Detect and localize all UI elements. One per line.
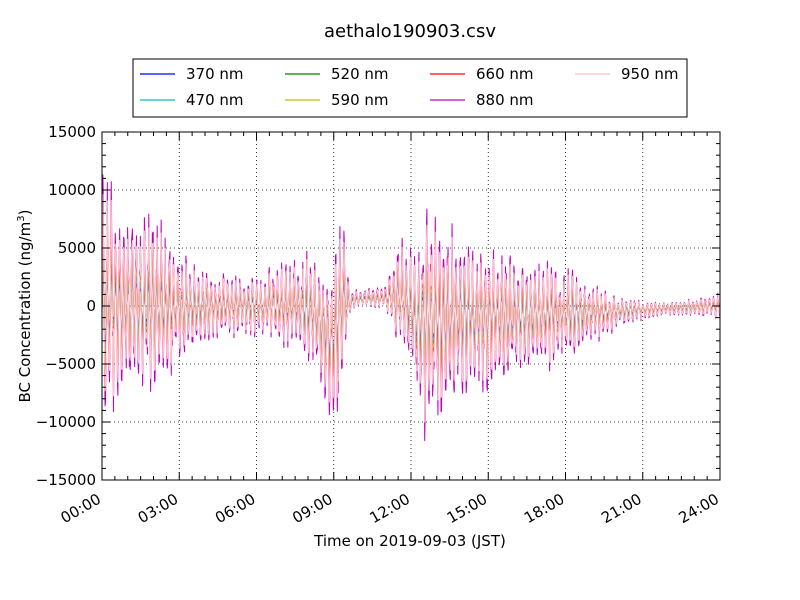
- legend-label: 590 nm: [331, 91, 389, 109]
- y-tick-label: −15000: [36, 471, 96, 489]
- legend-label: 470 nm: [186, 91, 244, 109]
- legend-label: 520 nm: [331, 65, 389, 83]
- y-tick-label: 5000: [58, 239, 96, 257]
- y-tick-label: −5000: [45, 355, 96, 373]
- series-lines: [101, 174, 721, 442]
- y-axis-label: BC Concentration (ng/m3): [16, 210, 34, 403]
- x-axis-label: Time on 2019-09-03 (JST): [313, 532, 506, 550]
- y-tick-label: 0: [86, 297, 96, 315]
- y-axis-label-superscript: 3: [16, 215, 27, 221]
- plot-area: [101, 131, 721, 481]
- y-tick-labels: −15000 −10000 −5000 0 5000 10000 15000: [36, 123, 96, 489]
- legend-label: 950 nm: [621, 65, 679, 83]
- legend-label: 370 nm: [186, 65, 244, 83]
- y-tick-label: −10000: [36, 413, 96, 431]
- legend-box: [132, 58, 688, 118]
- y-tick-label: 10000: [48, 181, 96, 199]
- legend: 370 nm 470 nm 520 nm 590 nm 660 nm 880 nm 950 …: [132, 58, 688, 118]
- series-line-950-nm: [101, 194, 721, 423]
- axis-ticks: [101, 131, 721, 481]
- legend-label: 880 nm: [476, 91, 534, 109]
- chart-title: aethalo190903.csv: [324, 21, 496, 42]
- legend-label: 660 nm: [476, 65, 534, 83]
- y-axis-label-main: BC Concentration (ng/m: [16, 222, 34, 403]
- y-axis-label-tail: ): [16, 210, 34, 216]
- y-tick-label: 15000: [48, 123, 96, 141]
